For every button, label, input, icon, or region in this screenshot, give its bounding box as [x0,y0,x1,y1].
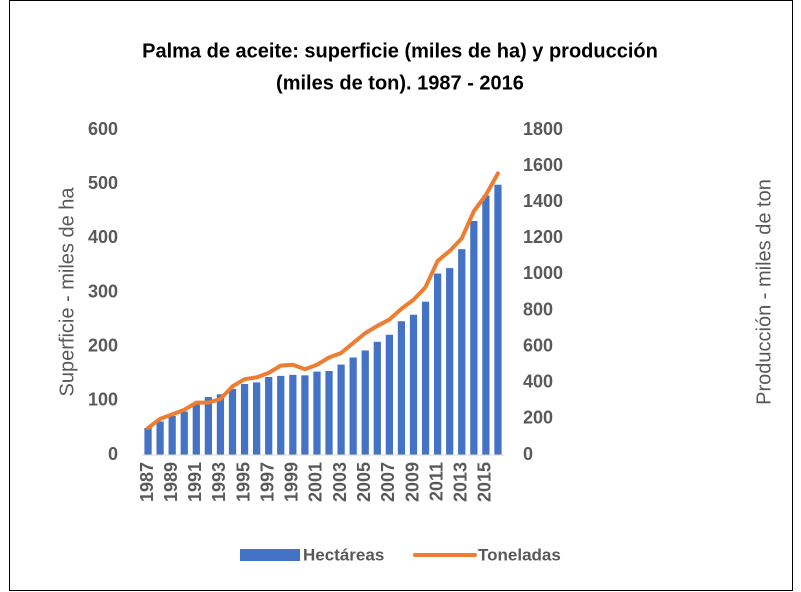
x-tick-label: 1987 [137,462,157,502]
x-tick-label: 1993 [209,462,229,502]
x-tick-label: 1989 [161,462,181,502]
y2-tick-label: 200 [523,408,553,428]
x-tick-label: 1999 [282,462,302,502]
bar [458,249,466,455]
bar [482,195,490,455]
bar [349,357,357,455]
y2-tick-label: 1600 [523,155,563,175]
x-tick-label: 2013 [451,462,471,502]
y2-tick-label: 800 [523,299,553,319]
bar [397,321,406,455]
x-tick-label: 2003 [330,462,350,502]
y2-tick-label: 1400 [523,191,563,211]
x-tick-label: 2011 [426,462,446,501]
y2-tick-label: 1000 [523,263,563,283]
bar [144,427,152,455]
line [146,171,500,430]
y2-tick-label: 0 [523,444,533,464]
bar [265,377,273,455]
y-tick-label: 0 [108,444,118,464]
chart-title: Palma de aceite: superficie (miles de ha… [142,40,658,62]
bar [253,382,261,455]
frame [9,0,793,591]
x-tick-label: 2015 [475,462,495,502]
y-tick-label: 300 [88,281,118,301]
x-tick-label: 1997 [257,462,277,502]
bar [313,371,321,455]
y-tick-label: 200 [88,335,118,355]
y2-tick-label: 1200 [523,227,563,247]
bar [289,374,297,455]
bar [385,334,393,455]
y2-tick-label: 1800 [523,119,563,139]
bar [240,384,249,455]
bar [421,301,430,455]
y-tick-label: 600 [88,119,118,139]
bar [228,388,237,455]
y2-tick-label: 400 [523,372,553,392]
x-tick-label: 2005 [354,462,374,502]
bar [216,394,225,455]
bar [337,364,345,455]
bar [434,273,442,455]
legend-swatch [240,549,300,561]
bar [192,403,200,455]
x-tick-label: 2009 [402,462,422,502]
bar [204,397,212,455]
bar [409,314,418,455]
y-tick-label: 100 [88,390,118,410]
bar [446,268,454,455]
x-tick-label: 1991 [185,462,205,502]
bar [277,375,285,455]
bar [373,341,381,455]
x-tick-label: 2001 [306,462,326,502]
legend-label: Hectáreas [303,545,384,564]
bar [156,421,164,455]
bar [470,221,478,455]
x-tick-label: 2007 [378,462,398,502]
bar [180,411,188,455]
bar [361,350,369,455]
y2-axis-title: Producción - miles de ton [753,179,775,405]
legend-label: Toneladas [478,545,561,564]
bar [301,375,309,455]
chart-title: (miles de ton). 1987 - 2016 [276,72,524,94]
y-tick-label: 400 [88,227,118,247]
x-tick-label: 1995 [233,462,253,502]
bar [325,371,333,455]
y2-tick-label: 600 [523,335,553,355]
y-tick-label: 500 [88,173,118,193]
bar [494,184,502,456]
y-axis-title: Superficie - miles de ha [56,187,78,397]
bar [168,416,176,455]
